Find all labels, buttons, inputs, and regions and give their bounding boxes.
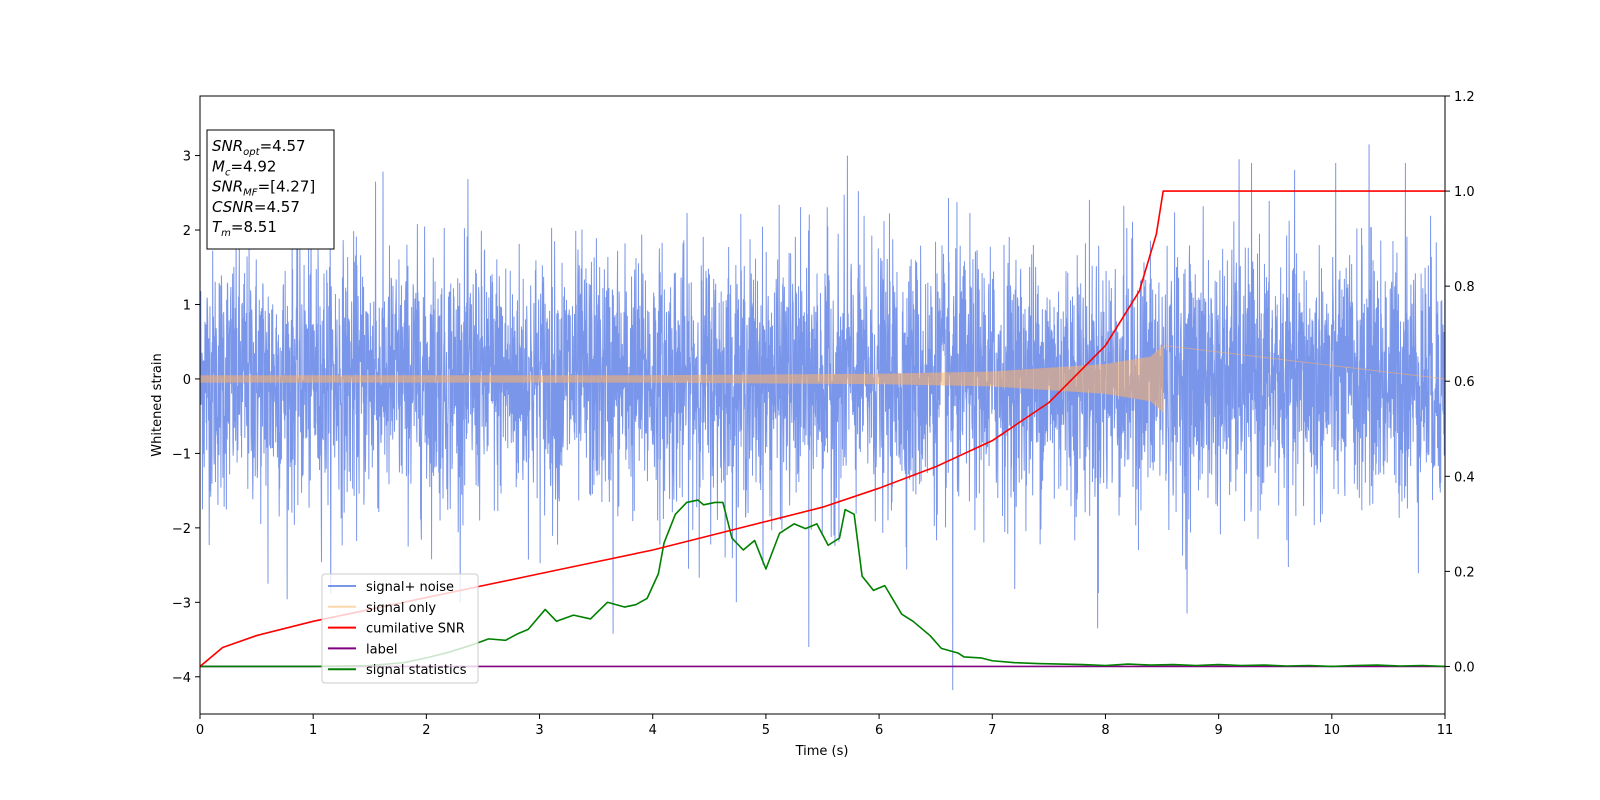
y-tick-label: 3 (183, 150, 191, 165)
plot-frame (199, 95, 1446, 715)
y2-tick-label: 0.4 (1454, 470, 1475, 485)
annotation-line: Mc=4.92 (212, 157, 276, 178)
legend-entry: cumilative SNR (366, 622, 465, 637)
x-tick-label: 11 (1437, 723, 1454, 738)
x-tick-label: 9 (1214, 723, 1222, 738)
legend-entry: signal+ noise (366, 580, 454, 595)
y2-tick-label: 1.2 (1454, 90, 1475, 105)
x-tick-label: 7 (988, 723, 996, 738)
y-tick-label: 0 (183, 373, 191, 388)
legend-entry: signal only (366, 601, 436, 616)
annotation-line: SNRopt=4.57 (212, 137, 306, 158)
y2-tick-label: 0.6 (1454, 375, 1475, 390)
x-axis: 0 1 2 3 4 5 6 7 8 9 10 11 (196, 714, 1453, 738)
x-tick-label: 6 (875, 723, 883, 738)
x-tick-label: 3 (535, 723, 543, 738)
y-tick-label: −3 (172, 596, 191, 611)
annotation-line: CSNR=4.57 (212, 198, 300, 216)
y-tick-label: 2 (183, 224, 191, 239)
legend-entry: signal statistics (366, 663, 467, 678)
y2-tick-label: 0.2 (1454, 565, 1475, 580)
x-tick-label: 8 (1101, 723, 1109, 738)
y-axis-label: Whitened strain (150, 353, 165, 456)
x-tick-label: 5 (762, 723, 770, 738)
annotation-line: SNRMF=[4.27] (212, 178, 315, 199)
line-signal-only (200, 344, 1445, 413)
line-signal-statistics (200, 499, 1445, 668)
annotation-line: Tm=8.51 (212, 218, 277, 239)
x-tick-label: 2 (422, 723, 430, 738)
y-axis-right: 0.0 0.2 0.4 0.6 0.8 1.0 1.2 (1445, 90, 1475, 675)
y-tick-label: 1 (183, 298, 191, 313)
x-tick-label: 0 (196, 723, 204, 738)
legend-entry: label (366, 642, 397, 657)
x-tick-label: 1 (309, 723, 317, 738)
y-tick-label: −1 (172, 447, 191, 462)
x-tick-label: 10 (1324, 723, 1341, 738)
y-tick-label: −4 (172, 671, 191, 686)
y-axis-left: −4 −3 −2 −1 0 1 2 3 (172, 150, 200, 686)
y2-tick-label: 1.0 (1454, 185, 1475, 200)
legend: signal+ noise signal only cumilative SNR la… (321, 573, 479, 684)
series-signal-only (200, 344, 1445, 413)
x-tick-label: 4 (649, 723, 657, 738)
y2-tick-label: 0.8 (1454, 280, 1475, 295)
y-tick-label: −2 (172, 522, 191, 537)
x-axis-label: Time (s) (795, 744, 849, 759)
y2-tick-label: 0.0 (1454, 660, 1475, 675)
